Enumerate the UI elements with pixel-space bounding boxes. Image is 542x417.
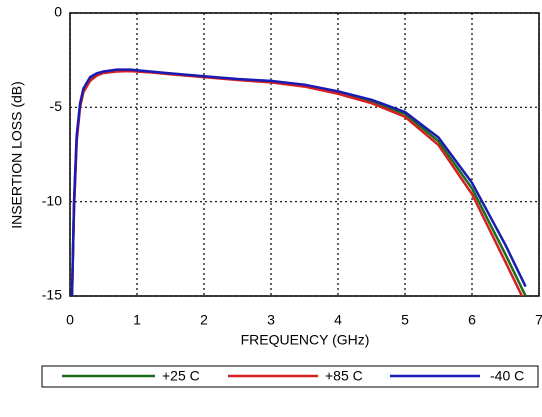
x-tick-label: 5	[401, 312, 409, 328]
legend-label: -40 C	[490, 368, 524, 384]
x-tick-label: 3	[267, 312, 275, 328]
x-axis-label: FREQUENCY (GHz)	[241, 332, 370, 348]
legend-box	[41, 365, 539, 388]
y-tick-label: -10	[42, 192, 62, 208]
x-tick-label: 4	[334, 312, 342, 328]
legend-label: +25 C	[162, 368, 200, 384]
legend-label: +85 C	[325, 368, 363, 384]
x-tick-label: 2	[200, 312, 208, 328]
series-line	[70, 69, 524, 296]
plot-frame	[69, 12, 540, 297]
x-tick-label: 7	[535, 312, 542, 328]
series-line	[70, 68, 527, 296]
x-tick-label: 6	[468, 312, 476, 328]
y-axis-label: INSERTION LOSS (dB)	[9, 81, 25, 229]
x-tick-label: 0	[66, 312, 74, 328]
series-line	[70, 68, 527, 296]
x-tick-label: 1	[133, 312, 141, 328]
y-tick-label: -15	[42, 287, 62, 303]
plot-area	[70, 68, 527, 296]
y-tick-label: -5	[50, 98, 63, 114]
y-tick-label: 0	[54, 4, 62, 20]
